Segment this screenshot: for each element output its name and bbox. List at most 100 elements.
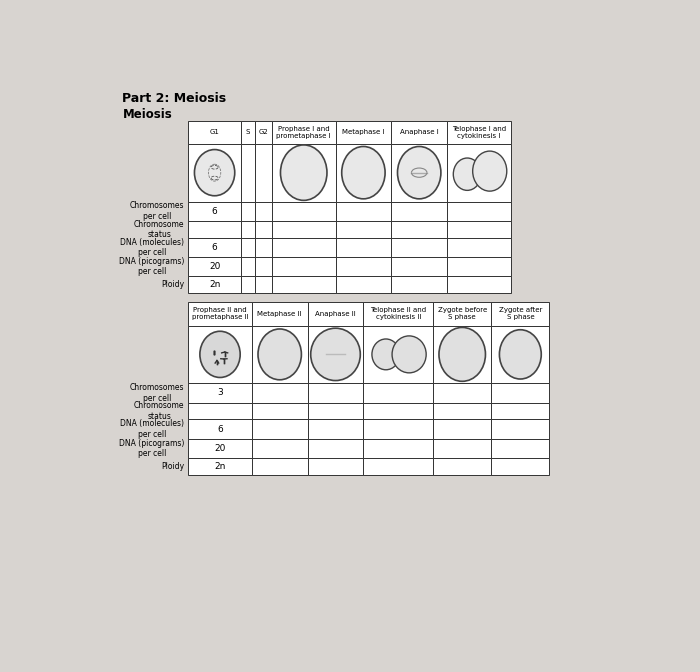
Bar: [335, 202, 391, 221]
Bar: [255, 238, 272, 257]
Bar: [433, 325, 491, 383]
Bar: [307, 403, 363, 419]
Bar: [241, 221, 255, 238]
Ellipse shape: [392, 336, 426, 373]
Text: Metaphase II: Metaphase II: [258, 311, 302, 317]
Bar: [252, 302, 307, 325]
Text: 2n: 2n: [209, 280, 220, 289]
Bar: [335, 221, 391, 238]
Bar: [188, 121, 241, 144]
Text: Prophase I and
prometaphase I: Prophase I and prometaphase I: [276, 126, 331, 138]
Text: Telophase II and
cytokinesis II: Telophase II and cytokinesis II: [370, 308, 426, 321]
Text: Telophase I and
cytokinesis I: Telophase I and cytokinesis I: [452, 126, 506, 138]
Text: DNA (picograms)
per cell: DNA (picograms) per cell: [119, 257, 184, 276]
Bar: [391, 144, 447, 202]
Bar: [447, 238, 511, 257]
Bar: [335, 276, 391, 293]
Bar: [491, 403, 550, 419]
Ellipse shape: [258, 329, 302, 380]
Bar: [252, 439, 307, 458]
Text: S: S: [246, 129, 250, 135]
Text: Ploidy: Ploidy: [161, 462, 184, 471]
Bar: [391, 202, 447, 221]
Bar: [447, 144, 511, 202]
Text: DNA (picograms)
per cell: DNA (picograms) per cell: [119, 439, 184, 458]
Ellipse shape: [372, 339, 400, 370]
Text: Anaphase I: Anaphase I: [400, 129, 439, 135]
Bar: [272, 276, 335, 293]
Text: G2: G2: [258, 129, 268, 135]
Bar: [307, 458, 363, 475]
Bar: [255, 221, 272, 238]
Bar: [188, 202, 241, 221]
Bar: [255, 121, 272, 144]
Bar: [491, 419, 550, 439]
Text: DNA (molecules)
per cell: DNA (molecules) per cell: [120, 419, 184, 439]
Text: DNA (molecules)
per cell: DNA (molecules) per cell: [120, 238, 184, 257]
Text: Chromosome
status: Chromosome status: [134, 401, 184, 421]
Text: Chromosomes
per cell: Chromosomes per cell: [130, 202, 184, 221]
Bar: [447, 257, 511, 276]
Ellipse shape: [499, 330, 541, 379]
Bar: [363, 458, 433, 475]
Bar: [391, 238, 447, 257]
Text: 6: 6: [211, 207, 218, 216]
Bar: [491, 439, 550, 458]
Bar: [307, 302, 363, 325]
Bar: [241, 276, 255, 293]
Bar: [433, 302, 491, 325]
Ellipse shape: [398, 146, 441, 199]
Bar: [491, 302, 550, 325]
Ellipse shape: [439, 327, 486, 381]
Bar: [335, 144, 391, 202]
Bar: [307, 383, 363, 403]
Bar: [335, 257, 391, 276]
Bar: [252, 403, 307, 419]
Bar: [447, 121, 511, 144]
Bar: [272, 221, 335, 238]
Bar: [255, 144, 272, 202]
Text: Ploidy: Ploidy: [161, 280, 184, 289]
Text: Metaphase I: Metaphase I: [342, 129, 385, 135]
Bar: [307, 325, 363, 383]
Bar: [491, 458, 550, 475]
Text: Part 2: Meiosis: Part 2: Meiosis: [122, 92, 227, 106]
Bar: [391, 276, 447, 293]
Bar: [188, 383, 252, 403]
Bar: [188, 458, 252, 475]
Bar: [491, 325, 550, 383]
Bar: [272, 144, 335, 202]
Bar: [272, 257, 335, 276]
Bar: [188, 144, 241, 202]
Bar: [363, 325, 433, 383]
Bar: [307, 419, 363, 439]
Ellipse shape: [473, 151, 507, 191]
Bar: [188, 419, 252, 439]
Text: 20: 20: [214, 444, 225, 453]
Text: 2n: 2n: [214, 462, 225, 471]
Bar: [255, 276, 272, 293]
Bar: [433, 403, 491, 419]
Text: 3: 3: [217, 388, 223, 397]
Bar: [391, 257, 447, 276]
Text: Chromosome
status: Chromosome status: [134, 220, 184, 239]
Text: Zygote after
S phase: Zygote after S phase: [498, 308, 542, 321]
Bar: [433, 439, 491, 458]
Text: Prophase II and
prometaphase II: Prophase II and prometaphase II: [192, 308, 248, 321]
Bar: [307, 439, 363, 458]
Bar: [252, 419, 307, 439]
Bar: [491, 383, 550, 403]
Bar: [363, 419, 433, 439]
Ellipse shape: [311, 328, 360, 380]
Bar: [252, 458, 307, 475]
Bar: [447, 221, 511, 238]
Bar: [188, 221, 241, 238]
Ellipse shape: [454, 158, 481, 190]
Bar: [188, 403, 252, 419]
Bar: [447, 202, 511, 221]
Bar: [335, 238, 391, 257]
Bar: [252, 383, 307, 403]
Bar: [335, 121, 391, 144]
Text: 20: 20: [209, 262, 220, 271]
Bar: [433, 458, 491, 475]
